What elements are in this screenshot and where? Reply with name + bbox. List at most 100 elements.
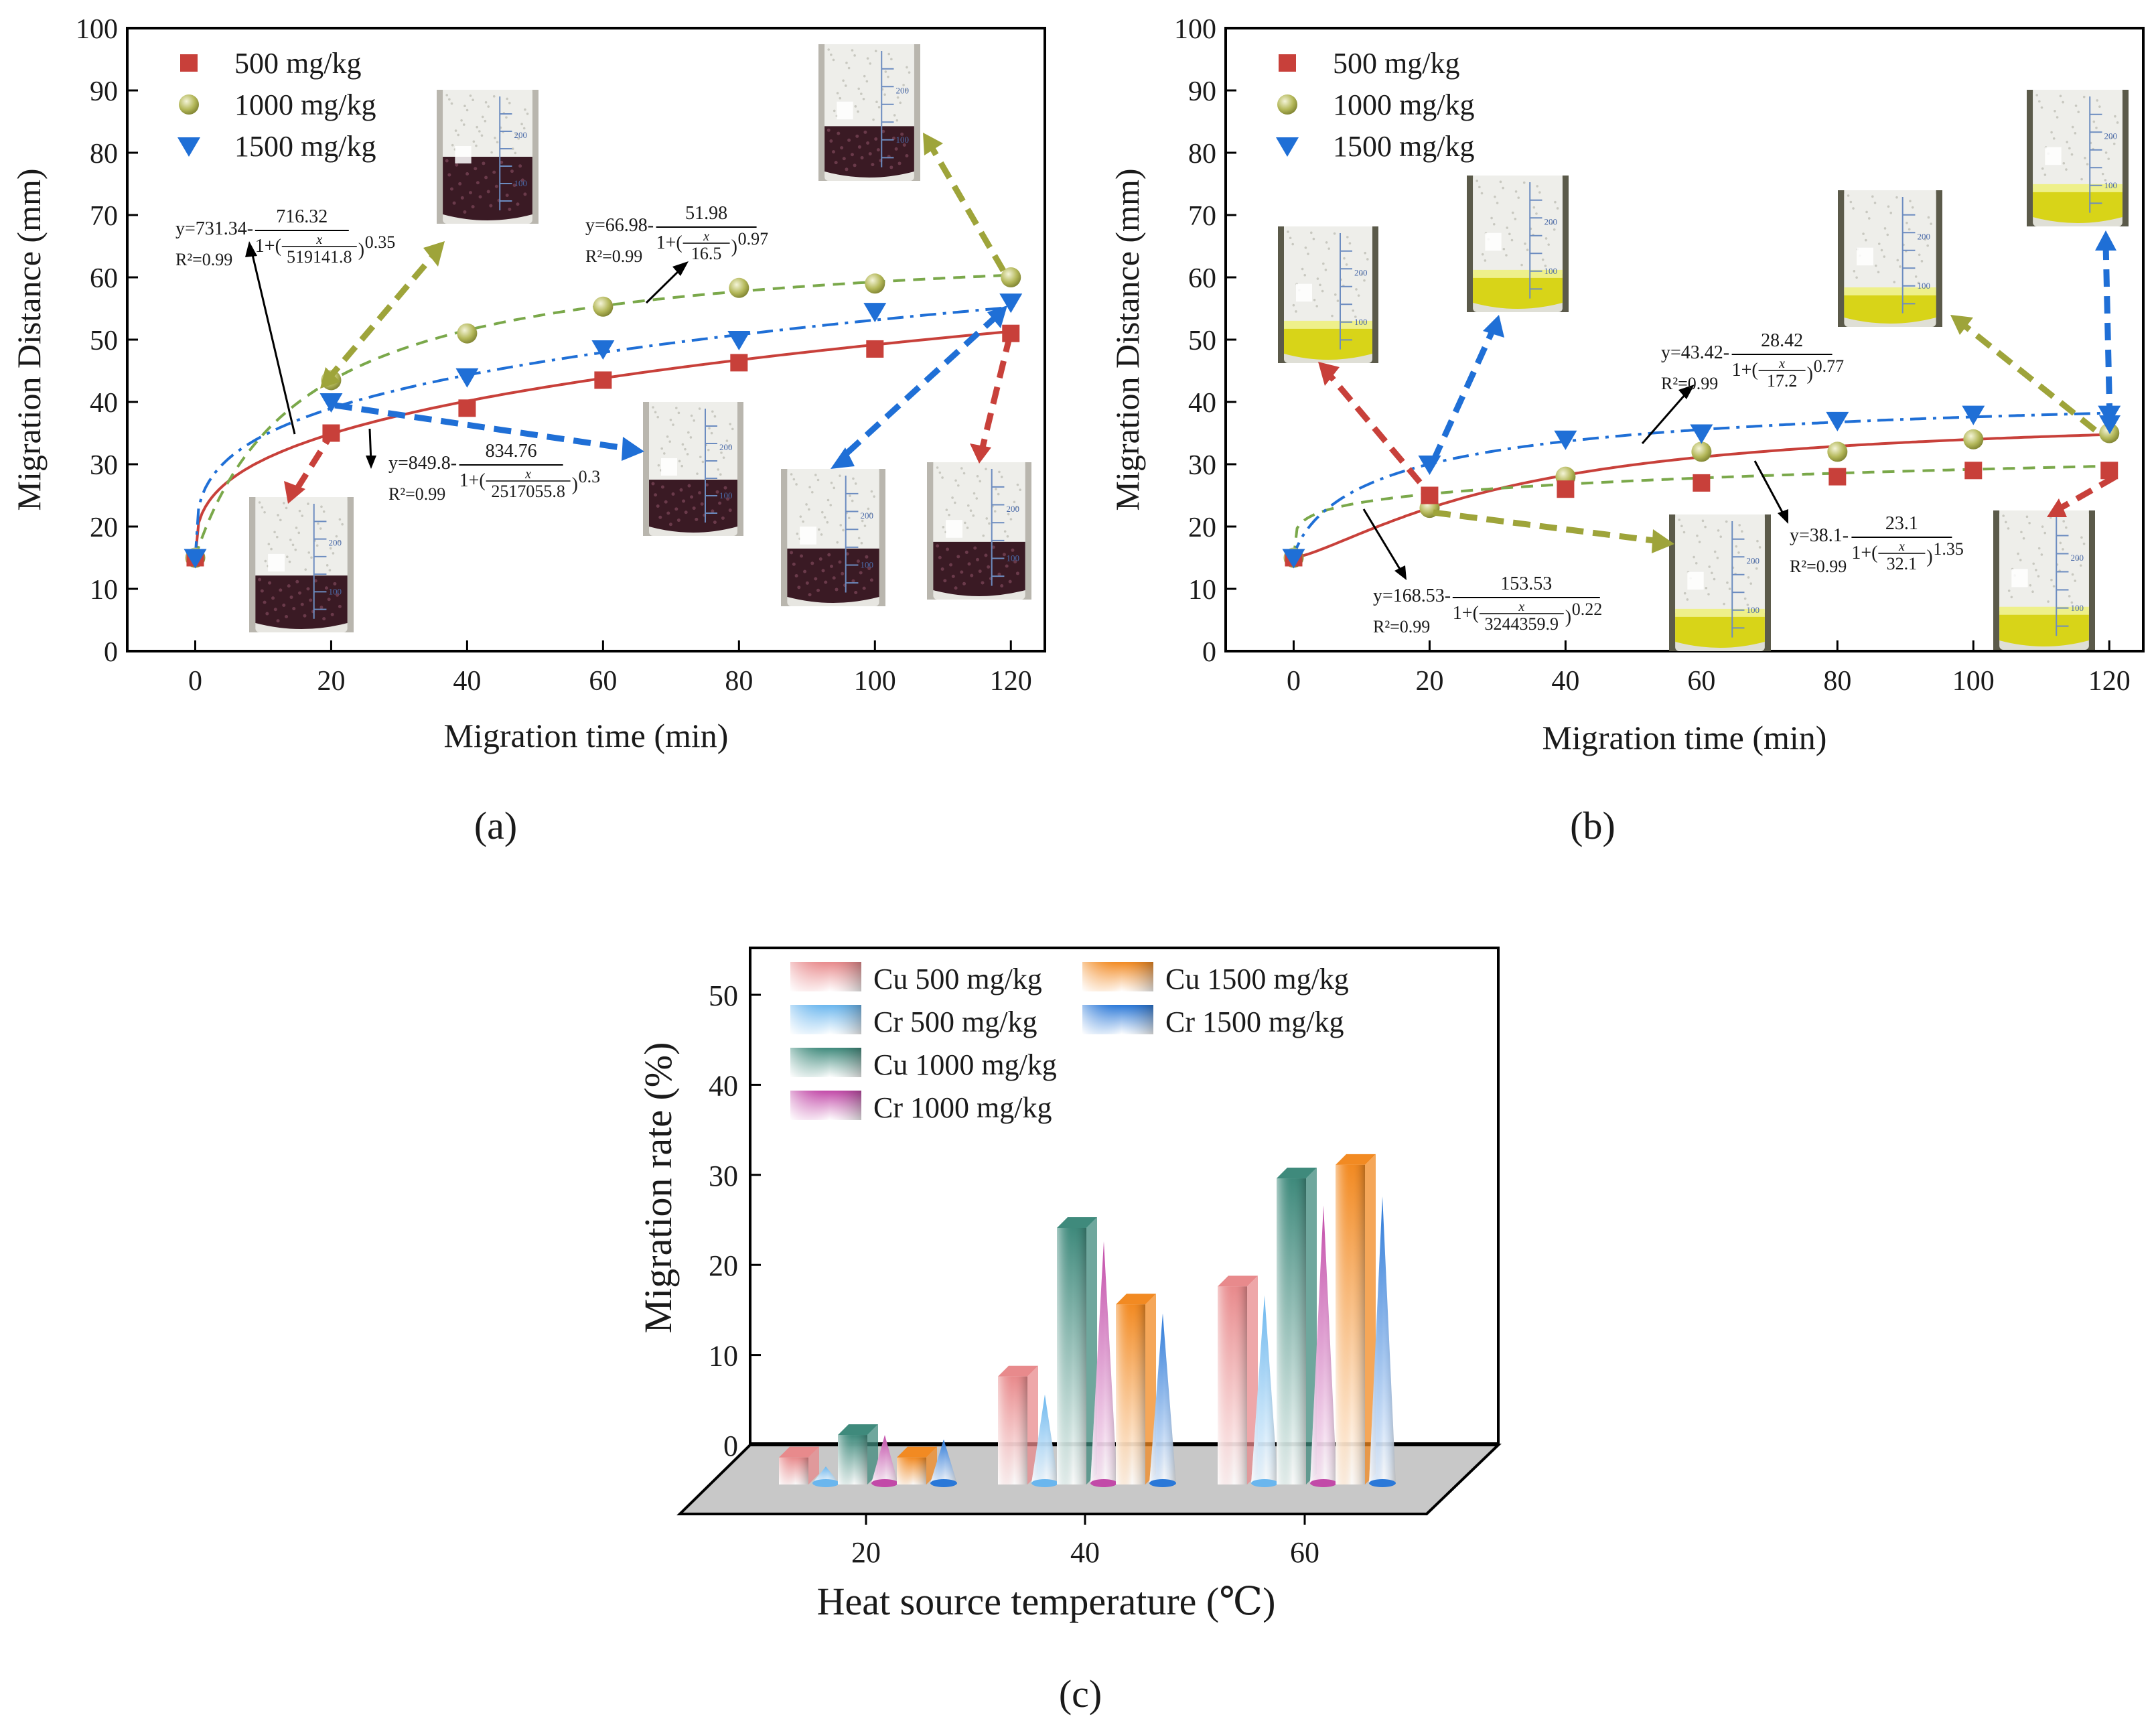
beaker-photo: 200 100 bbox=[1467, 176, 1569, 312]
foam-speck bbox=[830, 53, 833, 56]
foam-speck bbox=[707, 448, 710, 452]
foam-speck bbox=[833, 109, 836, 113]
foam-speck bbox=[1924, 238, 1927, 241]
data-point bbox=[1962, 405, 1985, 425]
foam-speck bbox=[2037, 575, 2040, 578]
foam-speck bbox=[869, 512, 872, 515]
legend-marker bbox=[1276, 137, 1299, 157]
foam-speck bbox=[1016, 483, 1019, 486]
foam-speck bbox=[1538, 191, 1541, 194]
sediment-speck bbox=[671, 492, 675, 496]
foam-speck bbox=[1556, 207, 1559, 210]
sediment-speck bbox=[713, 521, 717, 525]
foam-speck bbox=[1719, 535, 1723, 538]
arrow-head bbox=[423, 241, 445, 267]
foam-speck bbox=[2032, 562, 2035, 565]
foam-speck bbox=[1686, 598, 1689, 601]
equation-head: y=38.1- bbox=[1790, 525, 1849, 546]
graduation-mark: 100 bbox=[1354, 317, 1368, 327]
legend-swatch-shading bbox=[1082, 962, 1153, 991]
legend-label: Cr 1500 mg/kg bbox=[1165, 1006, 1344, 1038]
sediment-speck bbox=[803, 569, 807, 573]
y-tick-label: 10 bbox=[90, 575, 118, 606]
sediment-speck bbox=[881, 129, 885, 133]
sediment-speck bbox=[723, 486, 727, 490]
foam-speck bbox=[814, 474, 817, 476]
foam-speck bbox=[326, 564, 329, 567]
foam-speck bbox=[1502, 247, 1506, 251]
foam-speck bbox=[2077, 557, 2080, 561]
foam-speck bbox=[307, 502, 309, 505]
equation-inner-x: x bbox=[1898, 539, 1905, 554]
foam-speck bbox=[1698, 541, 1701, 543]
foam-speck bbox=[1319, 283, 1321, 287]
foam-speck bbox=[2077, 111, 2080, 113]
beaker-label-sticker bbox=[2011, 569, 2028, 588]
cone-base bbox=[1310, 1479, 1337, 1487]
foam-speck bbox=[817, 528, 820, 531]
beaker-photo: 200 100 bbox=[1669, 514, 1771, 651]
panel-label-c: (c) bbox=[1059, 1672, 1102, 1716]
foam-speck bbox=[289, 539, 292, 541]
foam-speck bbox=[672, 423, 674, 426]
foam-speck bbox=[2104, 151, 2108, 154]
foam-speck bbox=[1480, 192, 1484, 195]
foam-speck bbox=[725, 439, 729, 442]
sediment-speck bbox=[471, 205, 475, 209]
sediment-speck bbox=[298, 591, 302, 595]
data-point bbox=[1001, 267, 1021, 287]
sediment-speck bbox=[336, 593, 340, 597]
foam-speck bbox=[899, 101, 902, 105]
foam-speck bbox=[511, 147, 514, 150]
foam-speck bbox=[873, 495, 875, 498]
legend-marker bbox=[1279, 54, 1296, 72]
foam-speck bbox=[811, 490, 814, 494]
foam-speck bbox=[869, 62, 872, 65]
foam-speck bbox=[2095, 127, 2098, 129]
bar-shading bbox=[897, 1457, 926, 1484]
beaker-liquid bbox=[1284, 324, 1372, 360]
cone-base bbox=[1149, 1479, 1176, 1487]
foam-speck bbox=[508, 101, 511, 105]
beaker-liquid bbox=[255, 575, 348, 629]
foam-speck bbox=[1738, 524, 1741, 527]
sediment-speck bbox=[324, 586, 328, 590]
foam-speck bbox=[1758, 546, 1762, 549]
sediment-speck bbox=[300, 602, 304, 606]
data-point bbox=[1690, 424, 1713, 444]
legend-marker bbox=[1277, 94, 1297, 115]
sediment-speck bbox=[837, 131, 841, 135]
foam-speck bbox=[2080, 178, 2083, 181]
foam-speck bbox=[1536, 185, 1538, 188]
sediment-speck bbox=[516, 202, 520, 206]
foam-speck bbox=[487, 105, 490, 108]
foam-speck bbox=[936, 466, 939, 469]
sediment-speck bbox=[891, 136, 895, 140]
y-tick-label: 10 bbox=[1188, 575, 1216, 606]
foam-speck bbox=[1364, 251, 1366, 255]
foam-speck bbox=[282, 502, 285, 504]
foam-speck bbox=[514, 151, 517, 155]
foam-speck bbox=[2086, 163, 2089, 165]
foam-speck bbox=[1291, 243, 1294, 246]
foam-speck bbox=[693, 419, 695, 422]
foam-speck bbox=[820, 510, 824, 514]
foam-speck bbox=[1896, 259, 1899, 262]
arrow-head bbox=[1394, 565, 1407, 580]
bar-top bbox=[1116, 1294, 1156, 1305]
foam-speck bbox=[972, 514, 975, 517]
beaker-liquid bbox=[1999, 610, 2089, 646]
sediment-speck bbox=[660, 485, 664, 489]
sediment-speck bbox=[338, 604, 342, 608]
beaker-liquid bbox=[443, 157, 532, 220]
foam-speck bbox=[823, 516, 827, 519]
bar-side bbox=[808, 1446, 819, 1484]
foam-speck bbox=[1847, 194, 1850, 197]
foam-speck bbox=[1554, 200, 1557, 204]
sediment-speck bbox=[808, 593, 812, 597]
foam-speck bbox=[264, 559, 267, 563]
graduation-mark: 200 bbox=[1918, 231, 1931, 241]
sediment-speck bbox=[711, 509, 715, 513]
x-tick-label: 120 bbox=[990, 666, 1032, 697]
